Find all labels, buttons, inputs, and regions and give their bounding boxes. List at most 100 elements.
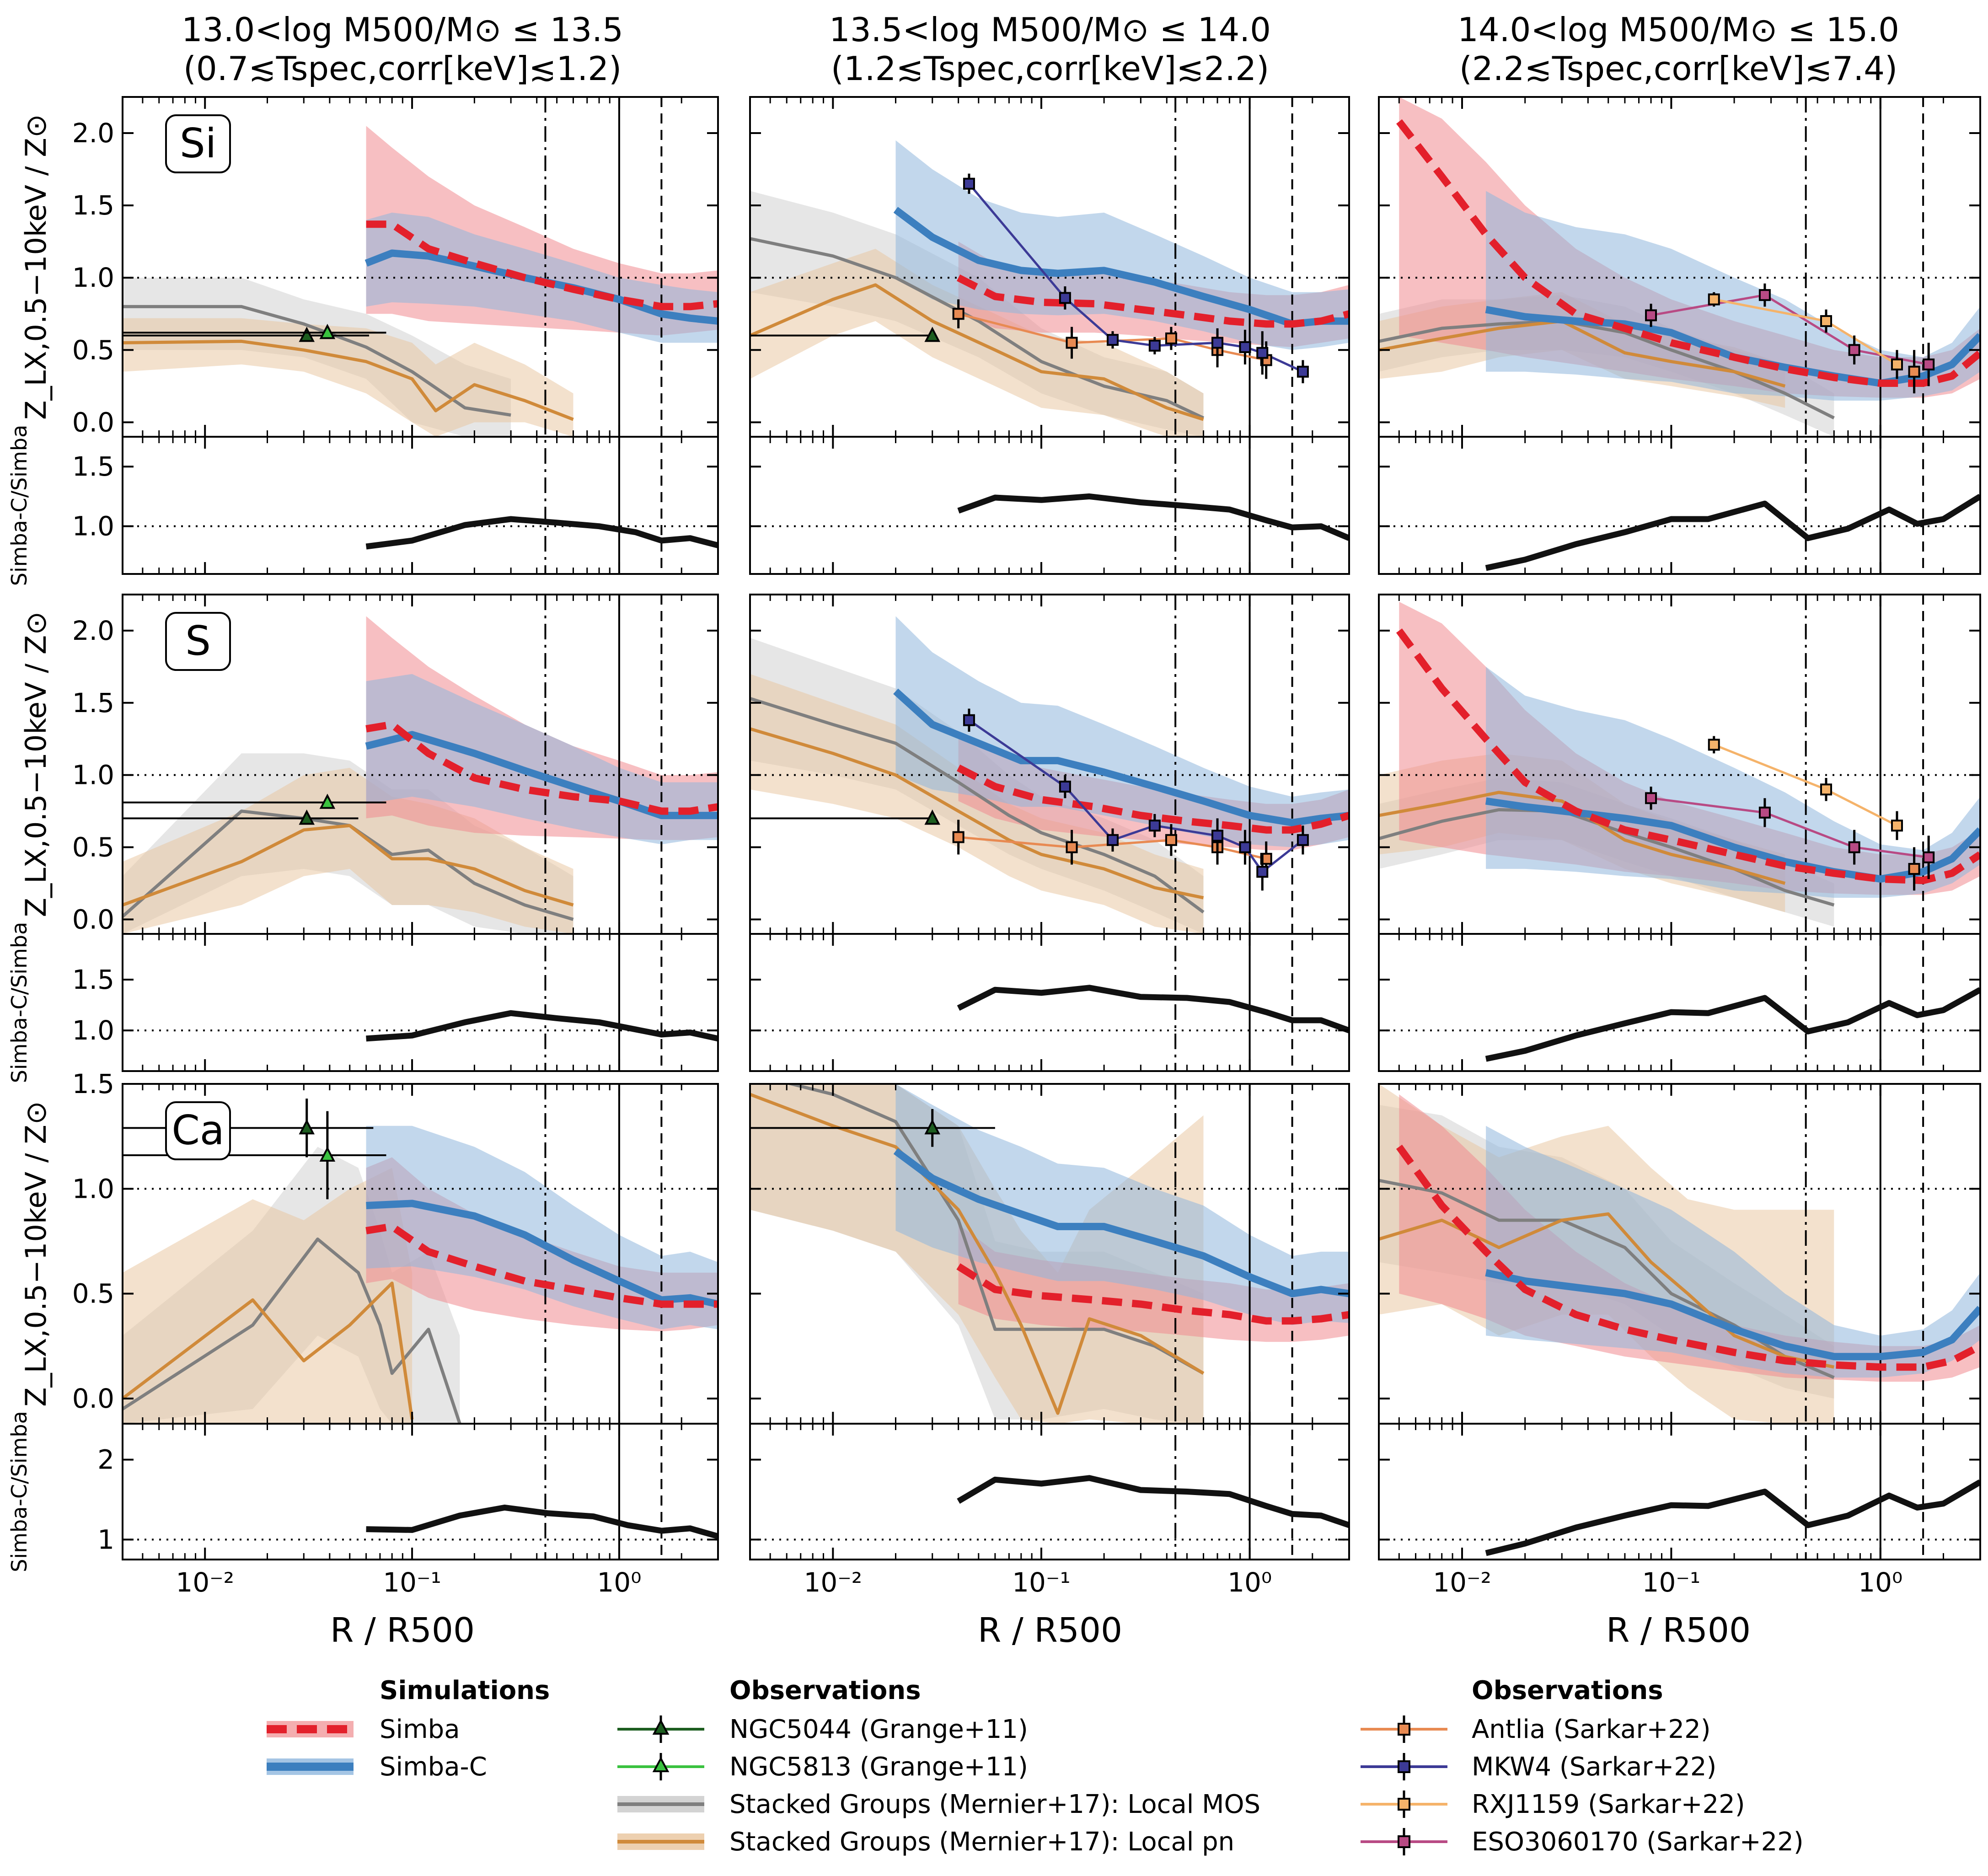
x-tick-label: 10⁻¹ bbox=[1642, 1567, 1701, 1598]
element-label-box bbox=[165, 114, 231, 173]
mkw4-marker bbox=[1297, 365, 1309, 378]
column-subtitle-2: (1.2≲Tspec,corr[keV]≲2.2) bbox=[831, 49, 1269, 88]
antlia-marker bbox=[1908, 365, 1920, 378]
ratio-axes-frame bbox=[1378, 933, 1981, 1072]
mkw4-marker bbox=[963, 714, 975, 726]
simbac-band bbox=[366, 1126, 718, 1329]
ratio-y-tick-label: 1.5 bbox=[72, 451, 114, 482]
legend-antlia-label: Antlia (Sarkar+22) bbox=[1472, 1715, 1711, 1744]
ngc5044-marker bbox=[924, 809, 941, 825]
simbac-band bbox=[895, 140, 1349, 350]
mos-line bbox=[750, 697, 1205, 914]
panel-ca-3: 10⁻² 10⁻¹ 10⁰ bbox=[1378, 1083, 1981, 1598]
pn-line bbox=[123, 339, 574, 421]
x-tick-label: 10⁰ bbox=[597, 1567, 641, 1598]
panel-content bbox=[1379, 97, 1980, 574]
panel-ca-1: 10⁻² 10⁻¹ 10⁰ 0.0 0.5 1.0 1.5 1 2 Ca Z_LX,0.5−10ke… bbox=[7, 1068, 719, 1598]
element-label: S bbox=[185, 617, 211, 665]
legend-rxj-label: RXJ1159 (Sarkar+22) bbox=[1472, 1790, 1745, 1819]
eso-marker bbox=[1758, 289, 1771, 301]
ngc5044-marker bbox=[299, 1119, 315, 1135]
element-label: Ca bbox=[171, 1107, 224, 1154]
y-tick-label: 1.0 bbox=[72, 262, 114, 293]
ratio-axis-label: Simba-C/Simba bbox=[7, 922, 32, 1083]
antlia-marker bbox=[952, 831, 965, 843]
y-tick-label: 1.5 bbox=[72, 190, 114, 221]
panel-si-2 bbox=[749, 96, 1350, 575]
pn-line bbox=[123, 1281, 414, 1420]
ngc5813-marker bbox=[319, 324, 336, 339]
simbac-line bbox=[893, 1148, 1349, 1297]
eso-marker bbox=[1848, 344, 1860, 356]
ratio-y-tick-label: 1.5 bbox=[72, 964, 114, 995]
ngc5044-marker bbox=[924, 1119, 941, 1135]
panel-content bbox=[750, 97, 1349, 574]
ratio-axes-frame bbox=[749, 1423, 1350, 1560]
y-tick-label: 0.5 bbox=[72, 832, 114, 863]
simbac-line bbox=[893, 688, 1349, 826]
column-title-2: 13.5<log M500/M⊙ ≤ 14.0 bbox=[829, 11, 1271, 49]
ngc5813-marker bbox=[319, 1146, 336, 1162]
ngc5813-marker bbox=[319, 793, 336, 809]
legend-mkw4-label: MKW4 (Sarkar+22) bbox=[1472, 1752, 1716, 1782]
antlia-marker bbox=[1165, 834, 1177, 846]
panel-ca-2: 10⁻² 10⁻¹ 10⁰ bbox=[749, 1083, 1350, 1598]
legend-ngc5813-marker bbox=[652, 1756, 670, 1772]
simba-line bbox=[365, 1222, 718, 1308]
y-tick-label: 0.0 bbox=[72, 904, 114, 935]
ratio-line bbox=[1485, 1479, 1980, 1556]
ngc5044-marker bbox=[299, 809, 315, 825]
x-axis-labels: R / R500 R / R500 R / R500 bbox=[330, 1611, 1751, 1650]
x-tick-label: 10⁰ bbox=[1227, 1567, 1272, 1598]
ratio-line bbox=[957, 1475, 1349, 1528]
mkw4-marker bbox=[1297, 834, 1309, 846]
mkw4-marker bbox=[1239, 841, 1251, 853]
mkw4-marker bbox=[1256, 347, 1269, 359]
mkw4-marker bbox=[963, 177, 975, 190]
ratio-line bbox=[1485, 987, 1980, 1062]
rxj-marker bbox=[1708, 739, 1720, 751]
simbac-line bbox=[365, 731, 718, 820]
ratio-y-tick-label: 2 bbox=[97, 1444, 114, 1475]
legend-antlia-marker bbox=[1398, 1723, 1410, 1736]
legend-mos-label: Stacked Groups (Mernier+17): Local MOS bbox=[729, 1790, 1260, 1819]
element-label-box bbox=[165, 1101, 231, 1160]
pn-band bbox=[123, 318, 573, 437]
legend-rxj-marker bbox=[1398, 1798, 1410, 1811]
panel-content bbox=[123, 1084, 718, 1560]
antlia-marker bbox=[1066, 841, 1078, 853]
eso-marker bbox=[1923, 358, 1935, 370]
simba-line bbox=[1396, 1144, 1980, 1371]
simbac-line bbox=[1485, 1269, 1980, 1361]
legend-header-observations-2: Observations bbox=[1472, 1676, 1663, 1705]
column-title-3: 14.0<log M500/M⊙ ≤ 15.0 bbox=[1458, 11, 1899, 49]
element-label-box bbox=[165, 612, 231, 671]
x-tick-label: 10⁻² bbox=[176, 1567, 234, 1598]
column-subtitle-3: (2.2≲Tspec,corr[keV]≲7.4) bbox=[1459, 49, 1897, 88]
mkw4-marker bbox=[1211, 830, 1224, 842]
y-tick-label: 1.0 bbox=[72, 1173, 114, 1204]
panel-content bbox=[123, 97, 718, 574]
x-tick-label: 10⁻² bbox=[804, 1567, 862, 1598]
simba-line bbox=[1396, 628, 1980, 884]
antlia-marker bbox=[952, 308, 965, 320]
antlia-marker bbox=[1066, 337, 1078, 349]
ratio-line bbox=[365, 516, 718, 550]
legend-pn-label: Stacked Groups (Mernier+17): Local pn bbox=[729, 1827, 1234, 1857]
y-tick-label: 0.5 bbox=[72, 334, 114, 365]
legend: Simulations Observations Observations Si… bbox=[267, 1676, 1804, 1857]
rxj-marker bbox=[1891, 820, 1903, 832]
ratio-y-tick-label: 1.0 bbox=[72, 511, 114, 542]
panel-si-1: 0.0 0.5 1.0 1.5 2.0 1.0 1.5 Si Z_LX,0.5−10keV / … bbox=[7, 96, 719, 586]
ratio-line bbox=[957, 985, 1349, 1034]
simbac-band bbox=[895, 616, 1349, 847]
y-tick-label: 0.0 bbox=[72, 407, 114, 438]
ratio-axes-frame bbox=[1378, 1423, 1981, 1560]
legend-eso-label: ESO3060170 (Sarkar+22) bbox=[1472, 1827, 1804, 1857]
legend-header-observations-1: Observations bbox=[729, 1676, 921, 1705]
simba-line bbox=[365, 721, 718, 815]
pn-line bbox=[750, 283, 1204, 421]
plot-grid: 0.0 0.5 1.0 1.5 2.0 1.0 1.5 Si Z_LX,0.5−10keV / … bbox=[7, 96, 1981, 1598]
y-tick-label: 0.0 bbox=[72, 1383, 114, 1414]
